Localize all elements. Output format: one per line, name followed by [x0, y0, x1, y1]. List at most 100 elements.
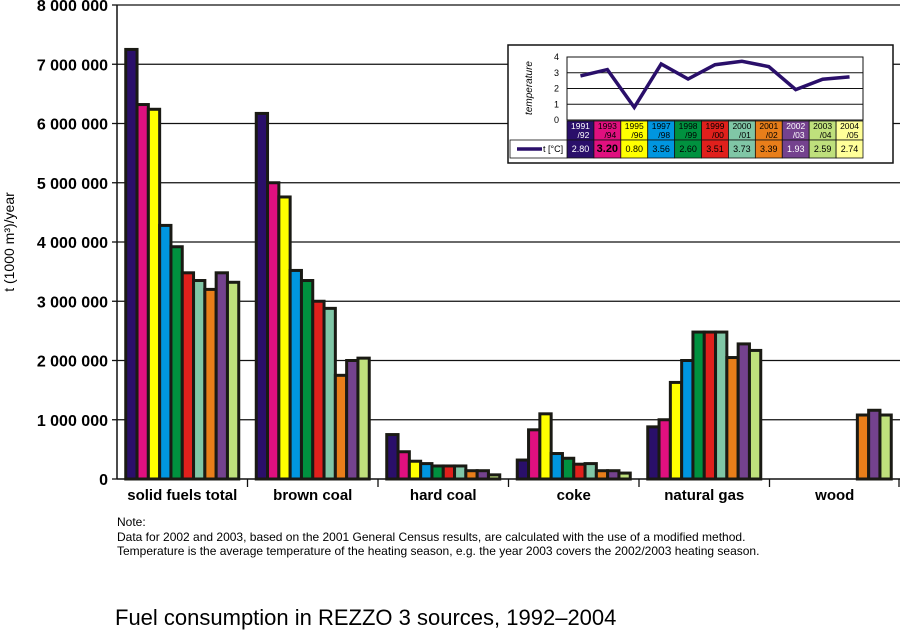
season-label-bottom: /05 [847, 130, 859, 140]
season-label-bottom: /04 [820, 130, 832, 140]
bar [441, 464, 457, 481]
season-label-bottom: /03 [793, 130, 805, 140]
bar [356, 356, 371, 481]
bar [135, 103, 150, 481]
bar [419, 462, 434, 481]
bar [345, 359, 360, 481]
bar [266, 181, 281, 481]
bar [646, 425, 661, 481]
bar [725, 356, 740, 481]
season-label-bottom: /02 [766, 130, 778, 140]
bar [867, 408, 882, 481]
note-line-1: Data for 2002 and 2003, based on the 200… [117, 529, 746, 544]
bar [464, 469, 479, 481]
bar [299, 279, 315, 481]
inset-y-tick-label: 0 [554, 115, 559, 125]
bar [385, 433, 400, 481]
bar [288, 268, 303, 481]
temperature-value: 3.56 [652, 144, 670, 154]
inset-y-tick-label: 1 [554, 99, 559, 109]
category-label: brown coal [273, 487, 352, 504]
bar [277, 195, 292, 481]
season-label-top: 1993 [598, 121, 617, 131]
bar [657, 418, 672, 481]
temperature-value: 2.80 [572, 144, 590, 154]
inset-plot-area [566, 56, 864, 121]
y-tick-label: 2 000 000 [37, 354, 108, 371]
temperature-value: 1.93 [787, 144, 805, 154]
bar [617, 471, 632, 481]
category-label: hard coal [410, 487, 477, 504]
season-label-bottom: /00 [712, 130, 724, 140]
y-tick-label: 6 000 000 [37, 117, 108, 134]
season-label-top: 1997 [652, 121, 671, 131]
season-label-top: 2003 [813, 121, 832, 131]
temperature-line [580, 59, 850, 111]
category-label: solid fuels total [127, 487, 237, 504]
bar [878, 413, 893, 481]
bar [180, 271, 196, 481]
bar [486, 473, 502, 481]
temperature-value: 3.39 [760, 144, 778, 154]
bar [855, 413, 871, 481]
season-label-bottom: /94 [604, 130, 616, 140]
bar [169, 245, 184, 481]
inset-y-tick-label: 4 [554, 52, 559, 62]
season-label-top: 2000 [732, 121, 751, 131]
bar [606, 469, 621, 481]
season-label-top: 2004 [840, 121, 859, 131]
inset-y-label: temperature [524, 61, 535, 115]
bar [594, 469, 610, 481]
category-label: coke [557, 487, 591, 504]
temperature-value: 2.74 [841, 144, 859, 154]
bar [702, 330, 718, 481]
temperature-value: 3.73 [733, 144, 751, 154]
season-label-top: 1995 [625, 121, 644, 131]
season-label-top: 1999 [706, 121, 725, 131]
season-label-bottom: /99 [685, 130, 697, 140]
figure-title: Fuel consumption in REZZO 3 sources, 199… [115, 605, 617, 630]
bar [453, 464, 468, 481]
bar [527, 428, 542, 481]
bar [396, 450, 411, 481]
bar [691, 330, 706, 481]
season-label-bottom: /01 [739, 130, 751, 140]
y-tick-label: 5 000 000 [37, 176, 108, 193]
season-label-top: 2001 [759, 121, 778, 131]
bar [572, 462, 587, 481]
temperature-value: 2.59 [814, 144, 832, 154]
bar-chart: 0 1 000 000 2 000 000 3 000 000 4 000 000 5 0… [1, 0, 900, 504]
bar [560, 456, 576, 481]
bar [538, 412, 553, 481]
bar [583, 462, 598, 481]
bar [225, 280, 241, 481]
bar [333, 373, 349, 481]
inset-y-tick-label: 3 [554, 68, 559, 78]
bar [736, 342, 751, 481]
y-tick-label: 7 000 000 [37, 57, 108, 74]
bar [254, 111, 270, 481]
season-label-bottom: /98 [658, 130, 670, 140]
bar [714, 330, 729, 481]
bar [192, 279, 207, 481]
category-label: wood [814, 487, 854, 504]
note-line-2: Temperature is the average temperature o… [117, 544, 760, 558]
y-tick-label: 3 000 000 [37, 294, 108, 311]
bar [549, 452, 564, 481]
bar [146, 107, 162, 481]
bar [214, 271, 229, 481]
legend-series-name: t [°C] [543, 144, 563, 154]
category-label: natural gas [664, 487, 744, 504]
note: Note: Data for 2002 and 2003, based on t… [117, 515, 759, 559]
season-label-top: 1998 [679, 121, 698, 131]
bar [475, 469, 490, 481]
note-heading: Note: [117, 515, 146, 529]
value-cell [835, 139, 864, 159]
season-label-top: 1991 [571, 121, 590, 131]
y-tick-label: 0 [99, 472, 108, 489]
inset-y-tick-label: 2 [554, 84, 559, 94]
temperature-value: 0.80 [626, 144, 644, 154]
y-tick-label: 8 000 000 [37, 0, 108, 15]
bar [515, 458, 531, 481]
